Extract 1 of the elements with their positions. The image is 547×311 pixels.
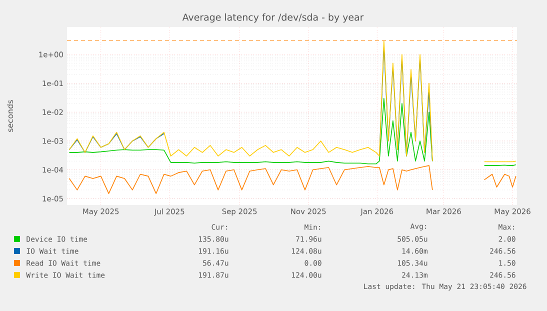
chart-title: Average latency for /dev/sda - by year — [182, 13, 364, 23]
